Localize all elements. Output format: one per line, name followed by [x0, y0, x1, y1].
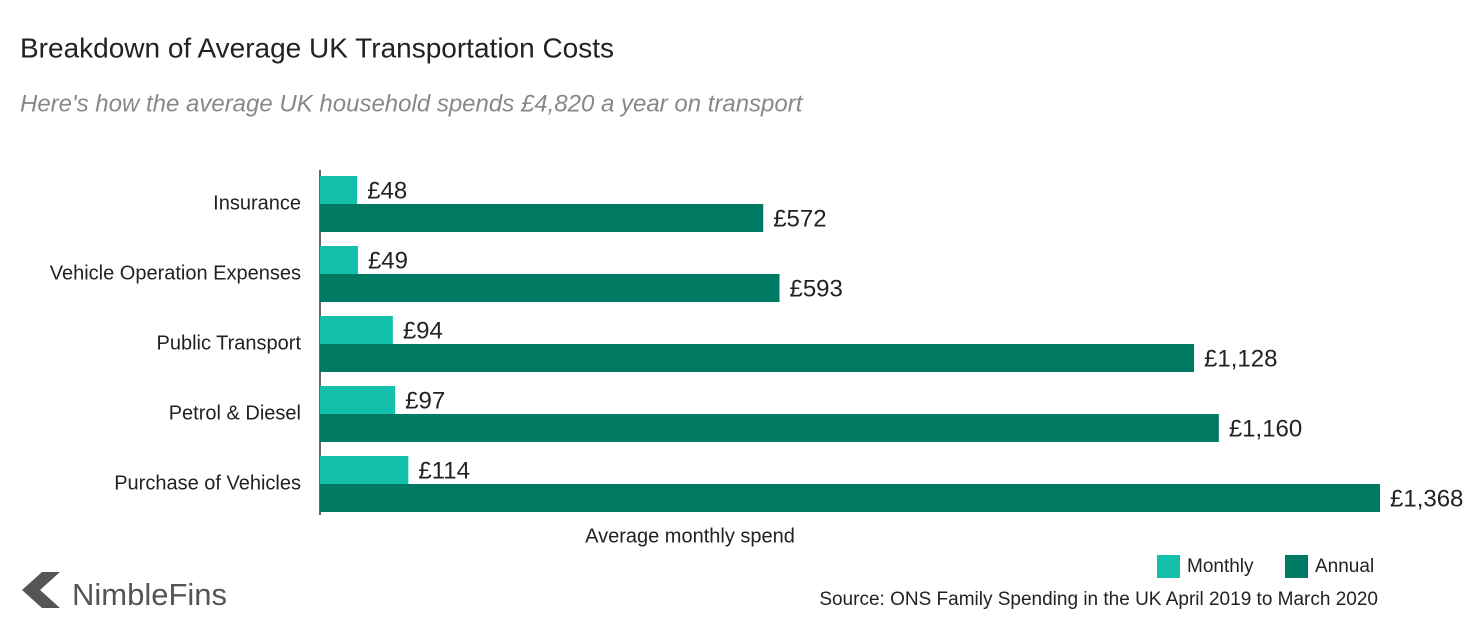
bar: [320, 484, 1380, 512]
y-tick-label: Purchase of Vehicles: [114, 472, 301, 494]
bar: [320, 414, 1219, 442]
chart-subtitle: Here's how the average UK household spen…: [20, 90, 804, 117]
value-label: £593: [789, 275, 842, 302]
value-label: £94: [403, 317, 443, 344]
bar: [320, 176, 358, 204]
legend-label: Monthly: [1187, 556, 1254, 577]
value-label: £97: [405, 387, 445, 414]
chart-title: Breakdown of Average UK Transportation C…: [20, 32, 614, 63]
logo-icon: [22, 572, 60, 608]
value-label: £114: [418, 457, 470, 484]
bar: [320, 386, 396, 414]
bar: [320, 204, 764, 232]
legend-swatch: [1285, 555, 1308, 578]
legend-swatch: [1157, 555, 1180, 578]
value-label: £572: [773, 205, 826, 232]
value-label: £1,368: [1390, 485, 1463, 512]
y-tick-label: Petrol & Diesel: [169, 402, 301, 424]
bar: [320, 344, 1195, 372]
bar: [320, 274, 780, 302]
legend-label: Annual: [1315, 556, 1374, 577]
value-label: £48: [367, 177, 407, 204]
source: Source: ONS Family Spending in the UK Ap…: [819, 589, 1378, 610]
y-tick-label: Insurance: [213, 192, 301, 214]
value-label: £49: [368, 247, 408, 274]
value-label: £1,160: [1229, 415, 1302, 442]
value-label: £1,128: [1204, 345, 1277, 372]
y-tick-label: Vehicle Operation Expenses: [50, 262, 301, 284]
y-tick-label: Public Transport: [156, 332, 301, 354]
logo: NimbleFins: [72, 577, 227, 612]
x-axis-label: Average monthly spend: [585, 525, 795, 547]
bar: [320, 316, 393, 344]
bar: [320, 246, 358, 274]
bar: [320, 456, 409, 484]
